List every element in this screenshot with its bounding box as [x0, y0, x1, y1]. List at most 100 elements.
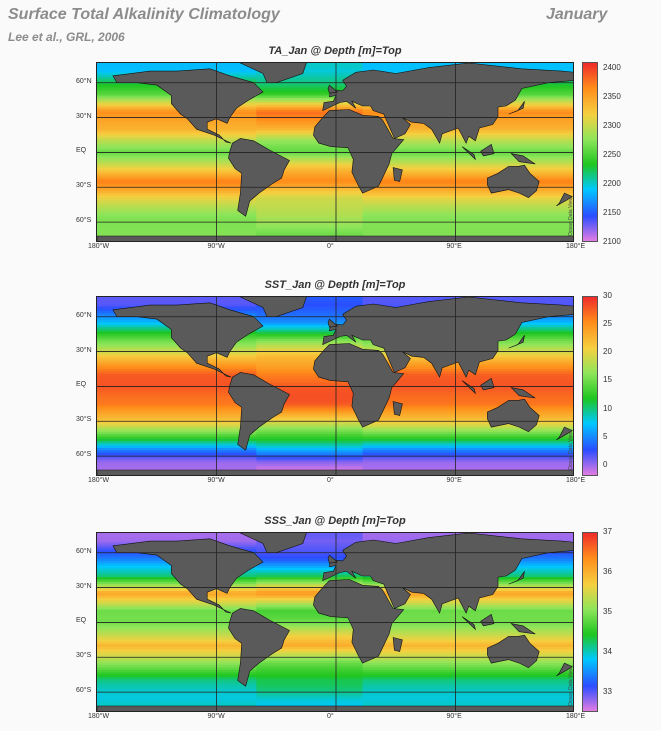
data-band [97, 225, 257, 229]
land-mass [556, 192, 573, 207]
data-band [97, 605, 257, 608]
data-band [97, 299, 257, 303]
month-label: January [546, 6, 608, 23]
data-band [256, 179, 364, 182]
data-band [97, 616, 257, 620]
data-band [97, 438, 257, 442]
data-band [97, 369, 257, 372]
data-band [97, 602, 257, 606]
colorbar-tick-label: 20 [603, 347, 612, 357]
data-band [256, 343, 364, 347]
data-band [97, 581, 257, 585]
colorbar-tick-label: 2150 [603, 207, 621, 217]
data-band [362, 672, 573, 676]
data-band [256, 686, 364, 690]
data-band [256, 537, 364, 541]
land-mass [510, 623, 536, 635]
data-band [97, 665, 257, 669]
data-band [256, 577, 364, 580]
data-band [256, 200, 364, 203]
data-band [362, 644, 573, 648]
data-band [97, 375, 257, 379]
data-band [256, 169, 364, 173]
data-band [256, 646, 364, 650]
data-band [256, 195, 364, 199]
data-band [362, 408, 573, 412]
data-band [256, 382, 364, 386]
data-band [256, 95, 364, 99]
data-band [256, 700, 364, 704]
data-band [256, 681, 364, 685]
data-band [362, 623, 573, 627]
lon-tick-label: 90°E [446, 713, 462, 720]
data-band [256, 146, 364, 150]
data-band [256, 109, 364, 113]
data-band [256, 563, 364, 567]
data-band [97, 443, 257, 447]
data-band [362, 401, 573, 405]
data-band [97, 611, 257, 615]
data-band [97, 371, 257, 375]
data-band [97, 160, 257, 164]
land-mass [112, 538, 264, 614]
data-band [362, 167, 573, 171]
data-band [256, 628, 364, 632]
data-band [97, 639, 257, 643]
data-band [97, 123, 257, 127]
data-band [362, 160, 573, 164]
lon-tick-label: 90°W [207, 713, 225, 720]
data-band [256, 697, 364, 701]
data-band [362, 396, 573, 400]
data-band [362, 447, 573, 451]
data-band [256, 616, 364, 620]
data-band [362, 415, 573, 419]
land-mass [487, 398, 540, 433]
colorbar-tick-label: 2400 [603, 62, 621, 72]
data-band [97, 396, 257, 400]
data-band [256, 297, 364, 300]
data-band [362, 146, 573, 150]
data-band [97, 357, 257, 361]
data-band [362, 695, 573, 699]
data-band [362, 653, 573, 657]
data-band [256, 588, 364, 592]
data-band [97, 697, 257, 701]
lon-tick-label: 0° [327, 713, 334, 720]
land-mass [112, 302, 264, 378]
data-band [256, 90, 364, 94]
data-band [97, 394, 257, 398]
colorbar-tick-label: 30 [603, 291, 612, 300]
data-band [256, 369, 364, 372]
lon-tick-label: 180°W [88, 243, 110, 250]
data-band [362, 380, 573, 384]
map-ta [96, 62, 574, 242]
data-band [97, 417, 257, 421]
data-band [256, 457, 364, 461]
data-band [362, 702, 573, 706]
data-band [256, 364, 364, 368]
data-band [97, 600, 257, 604]
data-band [256, 174, 364, 178]
data-band [97, 378, 257, 382]
data-band [256, 667, 364, 671]
data-band [256, 167, 364, 171]
data-band [97, 422, 257, 426]
data-band [256, 581, 364, 585]
colorbar-tick-label: 2250 [603, 149, 621, 159]
data-band [256, 447, 364, 451]
data-band [256, 670, 364, 673]
data-band [362, 681, 573, 685]
data-band [97, 688, 257, 692]
data-band [97, 345, 257, 349]
data-band [97, 535, 257, 539]
panel-title-sst: SST_Jan @ Depth [m]=Top [264, 279, 406, 291]
land-mass [556, 662, 573, 677]
data-band [256, 366, 364, 370]
data-band [256, 352, 364, 356]
data-band [362, 216, 573, 220]
data-band [97, 702, 257, 706]
map-sst [96, 296, 574, 476]
data-band [362, 406, 573, 409]
land-mass [228, 138, 290, 217]
data-band [256, 679, 364, 683]
